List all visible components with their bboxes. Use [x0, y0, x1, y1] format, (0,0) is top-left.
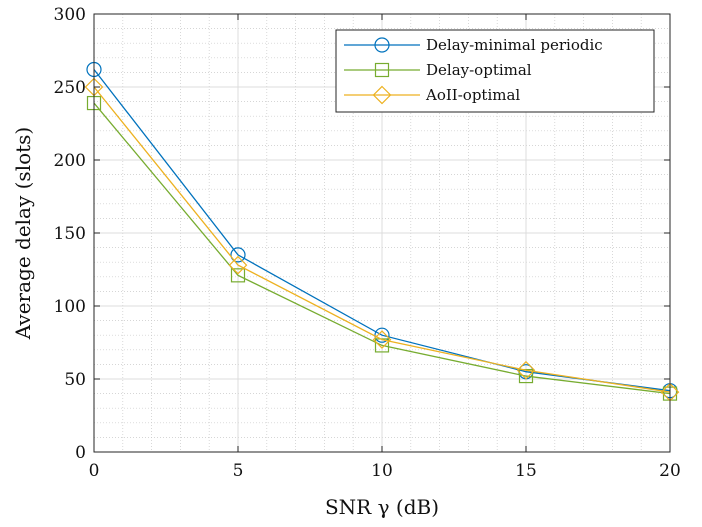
legend: Delay-minimal periodic Delay-optimal AoII-… — [335, 29, 655, 113]
legend-label: Delay-minimal periodic — [426, 36, 603, 54]
y-tick-label: 250 — [54, 78, 86, 98]
data-point-diamond — [228, 255, 248, 275]
series-line — [93, 102, 671, 395]
legend-marker-circle — [374, 37, 390, 53]
data-point-diamond — [516, 360, 536, 380]
y-tick-label: 200 — [54, 151, 86, 171]
legend-entry: Delay-minimal periodic — [344, 36, 603, 54]
x-tick-label: 5 — [233, 461, 244, 481]
axis-ticks — [93, 13, 671, 453]
legend-entry: AoII-optimal — [344, 85, 520, 105]
data-point-square — [230, 268, 246, 283]
y-tick-label: 0 — [75, 443, 86, 463]
x-tick-label: 15 — [515, 461, 537, 481]
data-point-circle — [230, 247, 246, 263]
legend-marker-square — [374, 62, 390, 78]
legend-marker-diamond — [372, 85, 392, 105]
series-layer — [84, 61, 680, 402]
y-tick-label: 100 — [54, 297, 86, 317]
y-tick-label: 50 — [64, 370, 86, 390]
x-tick-label: 20 — [659, 461, 681, 481]
y-tick-label: 150 — [54, 224, 86, 244]
y-tick-label: 300 — [54, 5, 86, 25]
series-line — [93, 86, 671, 393]
x-tick-label: 10 — [371, 461, 393, 481]
legend-entry: Delay-optimal — [344, 61, 532, 79]
y-axis-title: Average delay (slots) — [11, 127, 35, 340]
x-tick-label: 0 — [89, 461, 100, 481]
legend-label: AoII-optimal — [425, 86, 520, 104]
x-axis-title: SNR γ (dB) — [325, 495, 439, 519]
legend-label: Delay-optimal — [426, 61, 532, 79]
data-point-diamond — [372, 330, 392, 349]
data-point-circle — [374, 327, 390, 343]
